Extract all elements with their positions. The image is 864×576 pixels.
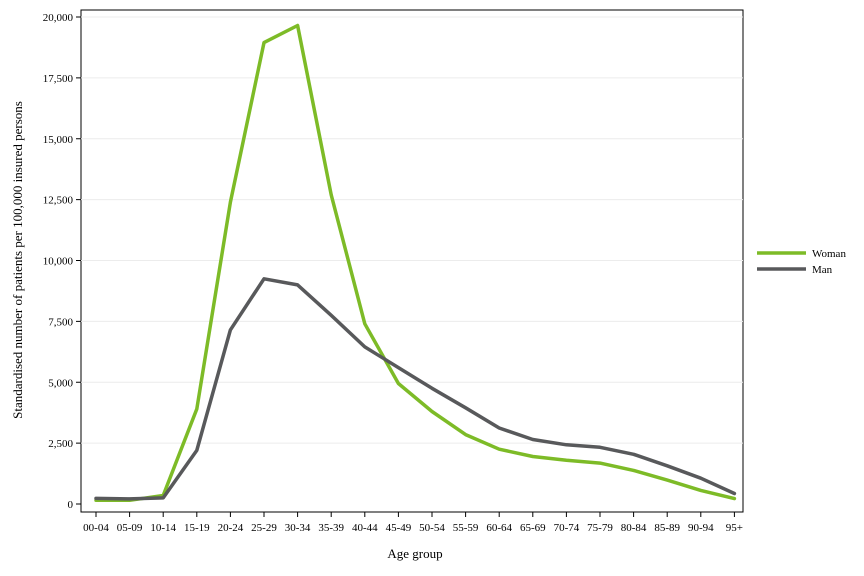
x-tick-label: 75-79 <box>587 522 613 534</box>
x-tick-label: 85-89 <box>654 522 680 534</box>
x-tick-label: 65-69 <box>520 522 546 534</box>
y-tick-label: 5,000 <box>48 377 73 389</box>
x-tick-label: 35-39 <box>318 522 344 534</box>
y-tick-label: 12,500 <box>43 195 74 207</box>
y-tick-label: 15,000 <box>43 134 74 146</box>
x-tick-label: 95+ <box>726 522 743 534</box>
y-tick-label: 7,500 <box>48 316 73 328</box>
x-axis: 00-04 05-09 10-14 15-19 20-24 25-29 30-34 35-39… <box>83 512 743 534</box>
x-tick-label: 10-14 <box>150 522 176 534</box>
x-tick-label: 20-24 <box>218 522 244 534</box>
y-tick-label: 20,000 <box>43 12 74 24</box>
y-axis: 0 2,500 5,000 7,500 10,000 12,500 15,000 17,500… <box>43 12 81 511</box>
x-tick-label: 45-49 <box>386 522 412 534</box>
x-tick-label: 00-04 <box>83 522 109 534</box>
x-tick-label: 30-34 <box>285 522 311 534</box>
y-tick-label: 0 <box>68 499 74 511</box>
x-tick-label: 90-94 <box>688 522 714 534</box>
x-tick-label: 15-19 <box>184 522 210 534</box>
x-tick-label: 40-44 <box>352 522 378 534</box>
x-tick-label: 05-09 <box>117 522 143 534</box>
x-tick-label: 70-74 <box>554 522 580 534</box>
x-tick-label: 55-59 <box>453 522 479 534</box>
y-tick-label: 17,500 <box>43 73 74 85</box>
y-tick-label: 2,500 <box>48 438 73 450</box>
series-line-woman <box>94 23 737 503</box>
legend-label-man: Man <box>812 264 833 276</box>
y-tick-label: 10,000 <box>43 256 74 268</box>
x-tick-label: 50-54 <box>419 522 445 534</box>
y-axis-title: Standardised number of patients per 100,… <box>10 101 25 419</box>
x-tick-label: 60-64 <box>486 522 512 534</box>
legend-label-woman: Woman <box>812 248 846 260</box>
series-line-man <box>94 277 737 501</box>
x-axis-title: Age group <box>387 546 442 561</box>
series-lines <box>94 23 737 503</box>
x-tick-label: 80-84 <box>621 522 647 534</box>
x-tick-label: 25-29 <box>251 522 277 534</box>
gridlines <box>81 16 743 444</box>
legend: Woman Man <box>757 248 846 276</box>
